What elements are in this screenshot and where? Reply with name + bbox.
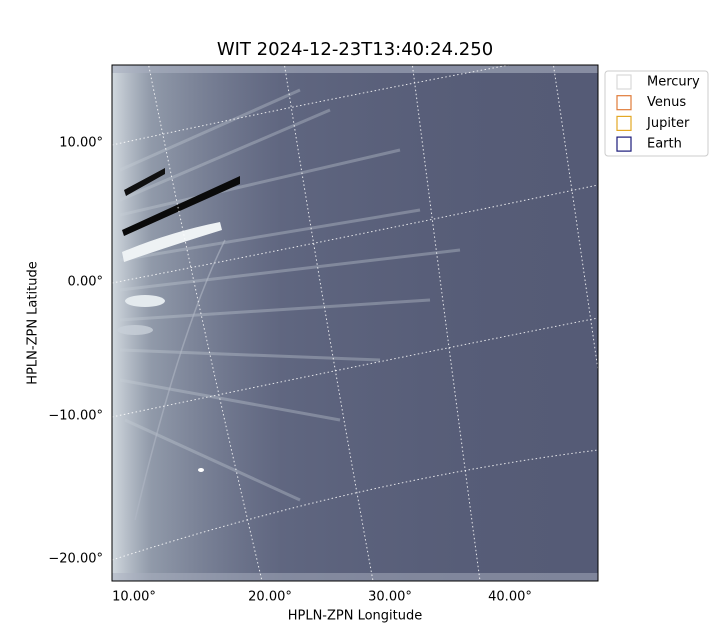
y-tick-label: −20.00°	[48, 552, 103, 567]
legend-label: Jupiter	[646, 116, 690, 131]
legend: Mercury Venus Jupiter Earth	[616, 74, 700, 152]
solar-image	[112, 65, 598, 581]
y-tick-label: 0.00°	[68, 275, 103, 290]
x-axis-label: HPLN-ZPN Longitude	[288, 609, 423, 624]
x-tick-label: 10.00°	[112, 590, 156, 605]
title: WIT 2024-12-23T13:40:24.250	[217, 39, 493, 60]
y-tick-label: 10.00°	[59, 136, 103, 151]
legend-marker	[616, 136, 632, 152]
legend-box	[604, 70, 709, 157]
x-tick-label: 40.00°	[488, 590, 532, 605]
x-tick-label: 20.00°	[248, 590, 292, 605]
tick-labels: 10.00° 20.00° 30.00° 40.00° 10.00° 0.00° −10.0…	[48, 136, 531, 605]
coordinate-grid	[111, 61, 599, 582]
legend-marker	[616, 115, 632, 132]
y-tick-label: −10.00°	[48, 409, 103, 424]
x-tick-label: 30.00°	[368, 590, 412, 605]
legend-marker	[616, 74, 632, 90]
axes-frame	[111, 64, 599, 582]
y-axis-label: HPLN-ZPN Latitude	[26, 261, 41, 384]
legend-label: Mercury	[647, 75, 700, 90]
legend-label: Earth	[647, 137, 682, 152]
legend-label: Venus	[647, 95, 686, 110]
legend-marker	[616, 95, 632, 111]
